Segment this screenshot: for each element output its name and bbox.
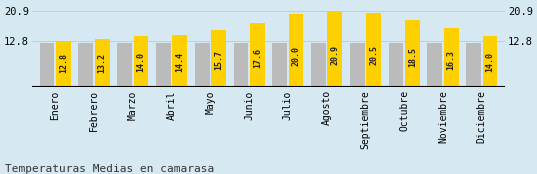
Bar: [250, 23, 265, 87]
Text: 14.0: 14.0: [136, 52, 146, 72]
Bar: [95, 39, 110, 87]
Text: 17.6: 17.6: [253, 48, 262, 68]
Bar: [389, 43, 403, 87]
Bar: [483, 36, 497, 87]
Bar: [289, 14, 303, 87]
Bar: [328, 11, 342, 87]
Bar: [172, 35, 187, 87]
Text: Temperaturas Medias en camarasa: Temperaturas Medias en camarasa: [5, 164, 215, 174]
Text: 20.9: 20.9: [330, 45, 339, 65]
Bar: [366, 13, 381, 87]
Bar: [405, 20, 420, 87]
Text: 20.5: 20.5: [369, 45, 378, 65]
Text: 14.0: 14.0: [485, 52, 495, 72]
Text: 12.8: 12.8: [59, 53, 68, 73]
Bar: [40, 43, 54, 87]
Bar: [234, 43, 248, 87]
Text: 14.4: 14.4: [175, 52, 184, 72]
Bar: [134, 36, 148, 87]
Bar: [156, 43, 171, 87]
Text: 20.0: 20.0: [292, 46, 301, 66]
Bar: [466, 43, 481, 87]
Bar: [444, 28, 459, 87]
Text: 13.2: 13.2: [98, 53, 107, 73]
Bar: [78, 43, 93, 87]
Bar: [195, 43, 209, 87]
Bar: [272, 43, 287, 87]
Bar: [427, 43, 442, 87]
Text: 18.5: 18.5: [408, 47, 417, 67]
Bar: [117, 43, 132, 87]
Bar: [56, 41, 71, 87]
Text: 15.7: 15.7: [214, 50, 223, 70]
Bar: [311, 43, 326, 87]
Bar: [350, 43, 365, 87]
Text: 16.3: 16.3: [447, 50, 456, 70]
Bar: [211, 30, 226, 87]
